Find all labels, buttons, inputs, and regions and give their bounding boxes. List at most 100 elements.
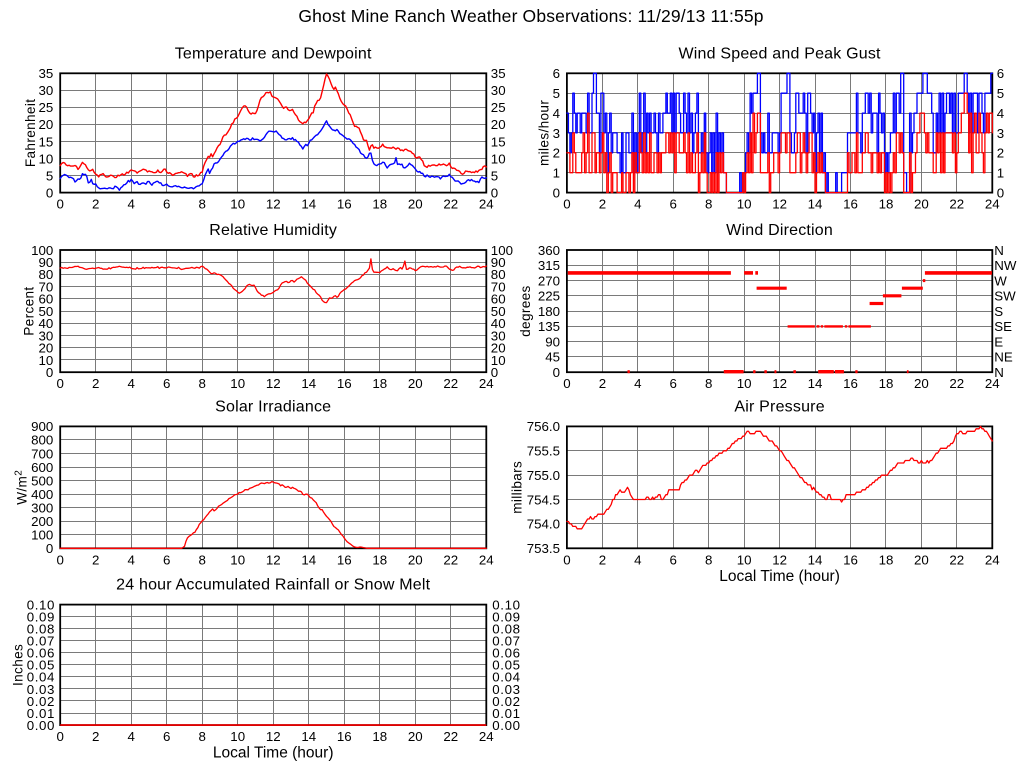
svg-text:4: 4 bbox=[997, 106, 1004, 121]
svg-text:20: 20 bbox=[491, 117, 506, 132]
svg-text:22: 22 bbox=[443, 376, 458, 391]
svg-text:18: 18 bbox=[372, 552, 387, 567]
svg-text:0: 0 bbox=[563, 552, 570, 567]
svg-text:4: 4 bbox=[634, 552, 641, 567]
svg-text:12: 12 bbox=[266, 552, 281, 567]
svg-text:NW: NW bbox=[994, 258, 1017, 273]
svg-text:12: 12 bbox=[266, 729, 281, 744]
svg-text:2: 2 bbox=[599, 376, 606, 391]
svg-text:0.03: 0.03 bbox=[492, 682, 520, 697]
svg-text:270: 270 bbox=[538, 273, 560, 288]
svg-text:8: 8 bbox=[198, 376, 205, 391]
svg-text:10: 10 bbox=[491, 151, 506, 166]
svg-text:16: 16 bbox=[337, 376, 352, 391]
svg-text:Local Time (hour): Local Time (hour) bbox=[213, 745, 334, 762]
svg-text:800: 800 bbox=[31, 433, 53, 448]
svg-text:0.04: 0.04 bbox=[492, 670, 520, 685]
svg-text:6: 6 bbox=[163, 729, 170, 744]
svg-text:16: 16 bbox=[843, 552, 858, 567]
svg-text:3: 3 bbox=[553, 126, 560, 141]
svg-text:Wind Direction: Wind Direction bbox=[726, 222, 833, 239]
svg-text:24 hour Accumulated Rainfall o: 24 hour Accumulated Rainfall or Snow Mel… bbox=[116, 577, 430, 594]
svg-text:2: 2 bbox=[92, 197, 99, 212]
svg-text:Local Time (hour): Local Time (hour) bbox=[719, 568, 840, 585]
svg-text:10: 10 bbox=[737, 197, 752, 212]
svg-text:8: 8 bbox=[705, 376, 712, 391]
svg-text:0: 0 bbox=[56, 729, 63, 744]
svg-text:40: 40 bbox=[39, 316, 54, 331]
svg-text:Ghost Mine Ranch Weather Obser: Ghost Mine Ranch Weather Observations: 1… bbox=[298, 6, 763, 26]
svg-text:14: 14 bbox=[808, 552, 823, 567]
svg-text:2: 2 bbox=[92, 729, 99, 744]
svg-text:0.04: 0.04 bbox=[27, 670, 55, 685]
svg-text:Fahrenheit: Fahrenheit bbox=[23, 99, 38, 168]
svg-text:8: 8 bbox=[705, 197, 712, 212]
svg-text:20: 20 bbox=[39, 341, 54, 356]
svg-text:24: 24 bbox=[479, 197, 494, 212]
svg-text:18: 18 bbox=[372, 197, 387, 212]
svg-text:755.0: 755.0 bbox=[527, 468, 560, 483]
svg-text:500: 500 bbox=[31, 473, 53, 488]
svg-text:20: 20 bbox=[408, 729, 423, 744]
svg-text:16: 16 bbox=[337, 197, 352, 212]
svg-text:24: 24 bbox=[479, 552, 494, 567]
svg-text:6: 6 bbox=[553, 66, 560, 81]
svg-text:2: 2 bbox=[92, 376, 99, 391]
svg-text:135: 135 bbox=[538, 319, 560, 334]
svg-text:100: 100 bbox=[31, 243, 53, 258]
svg-text:30: 30 bbox=[491, 83, 506, 98]
svg-text:20: 20 bbox=[39, 117, 54, 132]
svg-text:10: 10 bbox=[39, 151, 54, 166]
svg-text:2: 2 bbox=[997, 146, 1004, 161]
svg-text:22: 22 bbox=[443, 197, 458, 212]
svg-text:18: 18 bbox=[372, 376, 387, 391]
svg-text:0: 0 bbox=[491, 365, 498, 380]
svg-text:40: 40 bbox=[491, 316, 506, 331]
svg-text:10: 10 bbox=[491, 353, 506, 368]
svg-text:0.00: 0.00 bbox=[27, 718, 55, 733]
svg-text:0.09: 0.09 bbox=[492, 609, 520, 624]
svg-text:60: 60 bbox=[491, 292, 506, 307]
svg-text:22: 22 bbox=[949, 376, 964, 391]
svg-text:22: 22 bbox=[949, 197, 964, 212]
svg-text:300: 300 bbox=[31, 501, 53, 516]
svg-text:6: 6 bbox=[163, 552, 170, 567]
svg-text:100: 100 bbox=[491, 243, 513, 258]
svg-text:4: 4 bbox=[127, 729, 134, 744]
svg-text:S: S bbox=[994, 304, 1003, 319]
svg-text:0.00: 0.00 bbox=[492, 718, 520, 733]
svg-text:80: 80 bbox=[39, 267, 54, 282]
svg-text:80: 80 bbox=[491, 267, 506, 282]
svg-text:18: 18 bbox=[879, 552, 894, 567]
svg-text:0: 0 bbox=[491, 185, 498, 200]
svg-text:0: 0 bbox=[46, 365, 53, 380]
svg-text:0.05: 0.05 bbox=[492, 658, 520, 673]
svg-text:5: 5 bbox=[997, 86, 1004, 101]
svg-text:2: 2 bbox=[553, 146, 560, 161]
svg-text:0: 0 bbox=[997, 185, 1004, 200]
svg-text:Percent: Percent bbox=[22, 286, 37, 335]
svg-text:12: 12 bbox=[772, 197, 787, 212]
svg-text:degrees: degrees bbox=[518, 285, 533, 337]
svg-text:22: 22 bbox=[443, 729, 458, 744]
svg-text:20: 20 bbox=[491, 341, 506, 356]
svg-text:2: 2 bbox=[599, 552, 606, 567]
svg-text:0.05: 0.05 bbox=[27, 658, 55, 673]
svg-text:miles/hour: miles/hour bbox=[537, 100, 552, 166]
svg-text:45: 45 bbox=[545, 350, 560, 365]
svg-text:0.01: 0.01 bbox=[492, 706, 520, 721]
svg-text:8: 8 bbox=[198, 552, 205, 567]
svg-text:10: 10 bbox=[737, 376, 752, 391]
svg-text:16: 16 bbox=[337, 729, 352, 744]
svg-text:0.06: 0.06 bbox=[27, 646, 55, 661]
svg-text:0: 0 bbox=[56, 197, 63, 212]
svg-text:700: 700 bbox=[31, 446, 53, 461]
svg-text:5: 5 bbox=[491, 168, 498, 183]
svg-text:100: 100 bbox=[31, 528, 53, 543]
svg-text:Temperature and Dewpoint: Temperature and Dewpoint bbox=[175, 45, 372, 62]
svg-text:14: 14 bbox=[301, 729, 316, 744]
svg-text:0: 0 bbox=[46, 541, 53, 556]
svg-text:0.10: 0.10 bbox=[492, 597, 520, 612]
svg-text:2: 2 bbox=[599, 197, 606, 212]
svg-text:10: 10 bbox=[230, 729, 245, 744]
